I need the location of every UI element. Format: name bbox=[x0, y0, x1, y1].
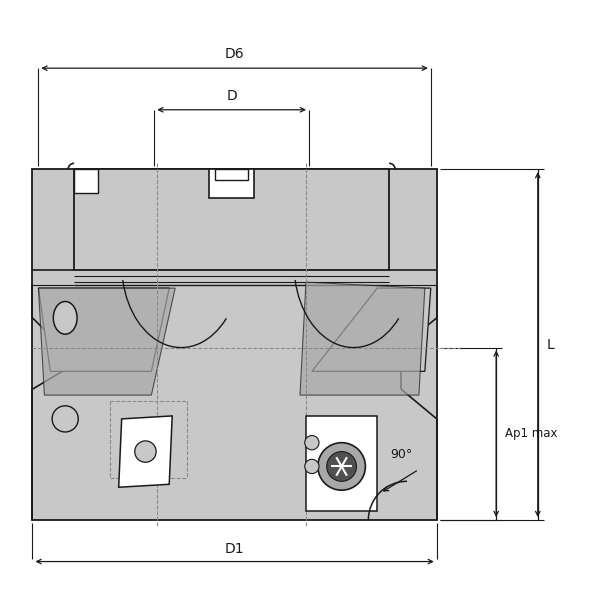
Text: D6: D6 bbox=[225, 47, 244, 61]
Circle shape bbox=[305, 460, 319, 473]
Text: Ap1 max: Ap1 max bbox=[505, 427, 557, 440]
Circle shape bbox=[305, 436, 319, 450]
Bar bbox=[32, 169, 437, 520]
Bar bbox=[215, 169, 248, 180]
Text: D: D bbox=[226, 89, 237, 103]
Polygon shape bbox=[38, 288, 169, 371]
Ellipse shape bbox=[53, 301, 77, 334]
Bar bbox=[74, 169, 389, 270]
Bar bbox=[306, 416, 377, 511]
Circle shape bbox=[327, 452, 356, 481]
Text: D1: D1 bbox=[225, 542, 244, 556]
Circle shape bbox=[52, 406, 78, 432]
Polygon shape bbox=[119, 416, 172, 487]
Polygon shape bbox=[300, 282, 425, 395]
Bar bbox=[74, 169, 98, 193]
Polygon shape bbox=[312, 288, 431, 371]
Text: 90°: 90° bbox=[390, 448, 412, 461]
Bar bbox=[209, 169, 254, 198]
Circle shape bbox=[318, 443, 365, 490]
Circle shape bbox=[135, 441, 156, 462]
Text: L: L bbox=[547, 338, 554, 352]
Polygon shape bbox=[38, 288, 175, 395]
